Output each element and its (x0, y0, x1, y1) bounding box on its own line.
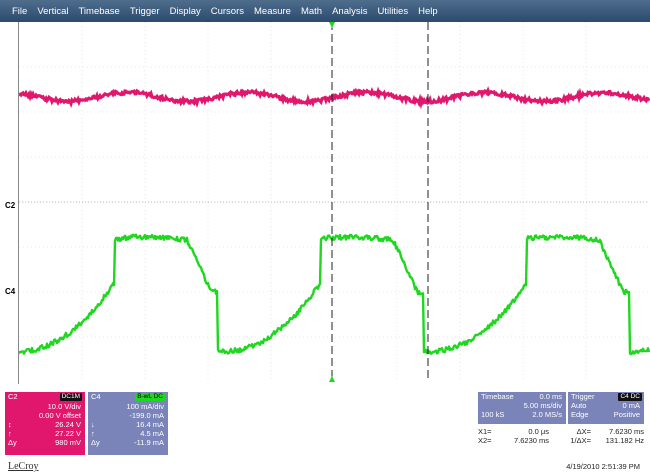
menu-math[interactable]: Math (296, 6, 327, 17)
lecroy-logo: LeCroy (8, 461, 39, 472)
menu-file[interactable]: File (0, 6, 32, 17)
row-key: ↑ (88, 429, 103, 438)
timebase-div: 5.00 ms/div (478, 401, 566, 410)
trigger-panel[interactable]: Trigger C4 DC Auto 0 mA Edge Positive (568, 392, 644, 424)
x2-value: 7.6230 ms (504, 436, 549, 445)
row-value: 27.22 V (20, 429, 85, 438)
row-key: Δy (88, 438, 103, 447)
c4-row: -199.0 mA (88, 411, 168, 420)
row-key: ↑ (5, 429, 20, 438)
trigger-label: Trigger (571, 392, 594, 401)
c2-ground-marker[interactable]: C2 (5, 201, 15, 210)
x1-value: 0.0 μs (504, 427, 549, 436)
row-value: -199.0 mA (103, 411, 168, 420)
trigger-source-badge: C4 DC (618, 393, 642, 401)
row-value: 10.0 V/div (20, 402, 85, 411)
row-value: 26.24 V (20, 420, 85, 429)
waveform-plot (19, 22, 650, 384)
row-value: 980 mV (20, 438, 85, 447)
row-value: 4.5 mA (103, 429, 168, 438)
timebase-panel[interactable]: Timebase 0.0 ms 5.00 ms/div 100 kS 2.0 MS/… (478, 392, 566, 424)
menu-display[interactable]: Display (165, 6, 206, 17)
row-key (5, 402, 20, 411)
c2-coupling-badge: DC1M (60, 393, 82, 401)
c4-ground-marker[interactable]: C4 (5, 287, 15, 296)
row-key (88, 411, 103, 420)
timebase-delay: 0.0 ms (514, 392, 566, 401)
trigger-mode: Auto (568, 401, 586, 410)
row-value: 100 mA/div (103, 402, 168, 411)
inv-dx-value: 131.182 Hz (591, 436, 644, 445)
menu-analysis[interactable]: Analysis (327, 6, 372, 17)
row-key: ↓ (88, 420, 103, 429)
menu-vertical[interactable]: Vertical (32, 6, 73, 17)
trigger-slope: Positive (589, 410, 644, 419)
c2-row: 0.00 V offset (5, 411, 85, 420)
c4-row: ↓ 16.4 mA (88, 420, 168, 429)
c4-channel-panel[interactable]: C4 B-wL DC 100 mA/div -199.0 mA ↓ 16.4 mA ↑ 4… (88, 392, 168, 455)
datetime-stamp: 4/19/2010 2:51:39 PM (566, 462, 640, 471)
c4-channel-name: C4 (91, 392, 101, 401)
c2-channel-name: C2 (8, 392, 18, 401)
trigger-position-marker-top (329, 22, 335, 28)
menu-utilities[interactable]: Utilities (372, 6, 413, 17)
x1-label: X1= (478, 427, 504, 436)
cursor-readout: X1= 0.0 μs ΔX= 7.6230 ms X2= 7.6230 ms 1… (478, 427, 644, 445)
trigger-type: Edge (568, 410, 589, 419)
menu-help[interactable]: Help (413, 6, 443, 17)
row-key (5, 411, 20, 420)
row-value: 0.00 V offset (20, 411, 85, 420)
row-key (88, 402, 103, 411)
c2-row: ↕ 26.24 V (5, 420, 85, 429)
c4-row: Δy -11.9 mA (88, 438, 168, 447)
dx-value: 7.6230 ms (591, 427, 644, 436)
trigger-level: 0 mA (586, 401, 644, 410)
row-value: 16.4 mA (103, 420, 168, 429)
timebase-samples: 100 kS (478, 410, 504, 419)
menu-trigger[interactable]: Trigger (125, 6, 165, 17)
c2-row: ↑ 27.22 V (5, 429, 85, 438)
c4-row: ↑ 4.5 mA (88, 429, 168, 438)
menu-timebase[interactable]: Timebase (73, 6, 124, 17)
c2-channel-panel[interactable]: C2 DC1M 10.0 V/div 0.00 V offset ↕ 26.24 V ↑… (5, 392, 85, 455)
row-key: ↕ (5, 420, 20, 429)
c2-waveform (19, 91, 649, 104)
timebase-rate: 2.0 MS/s (504, 410, 566, 419)
menu-measure[interactable]: Measure (249, 6, 296, 17)
c2-row: Δy 980 mV (5, 438, 85, 447)
menu-cursors[interactable]: Cursors (206, 6, 249, 17)
x2-label: X2= (478, 436, 504, 445)
c4-row: 100 mA/div (88, 402, 168, 411)
timebase-label: Timebase (478, 392, 514, 401)
dx-label: ΔX= (549, 427, 591, 436)
c2-row: 10.0 V/div (5, 402, 85, 411)
c4-coupling-badge: B-wL DC (135, 393, 165, 401)
menu-bar: File Vertical Timebase Trigger Display Cursor… (0, 0, 650, 22)
waveform-display[interactable] (18, 22, 650, 384)
row-key: Δy (5, 438, 20, 447)
inv-dx-label: 1/ΔX= (549, 436, 591, 445)
row-value: -11.9 mA (103, 438, 168, 447)
